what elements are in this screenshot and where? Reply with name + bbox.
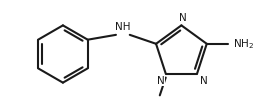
- Text: NH$_2$: NH$_2$: [233, 37, 254, 51]
- Text: N: N: [157, 76, 165, 85]
- Text: NH: NH: [115, 22, 131, 32]
- Text: N: N: [200, 76, 208, 85]
- Text: N: N: [178, 13, 186, 23]
